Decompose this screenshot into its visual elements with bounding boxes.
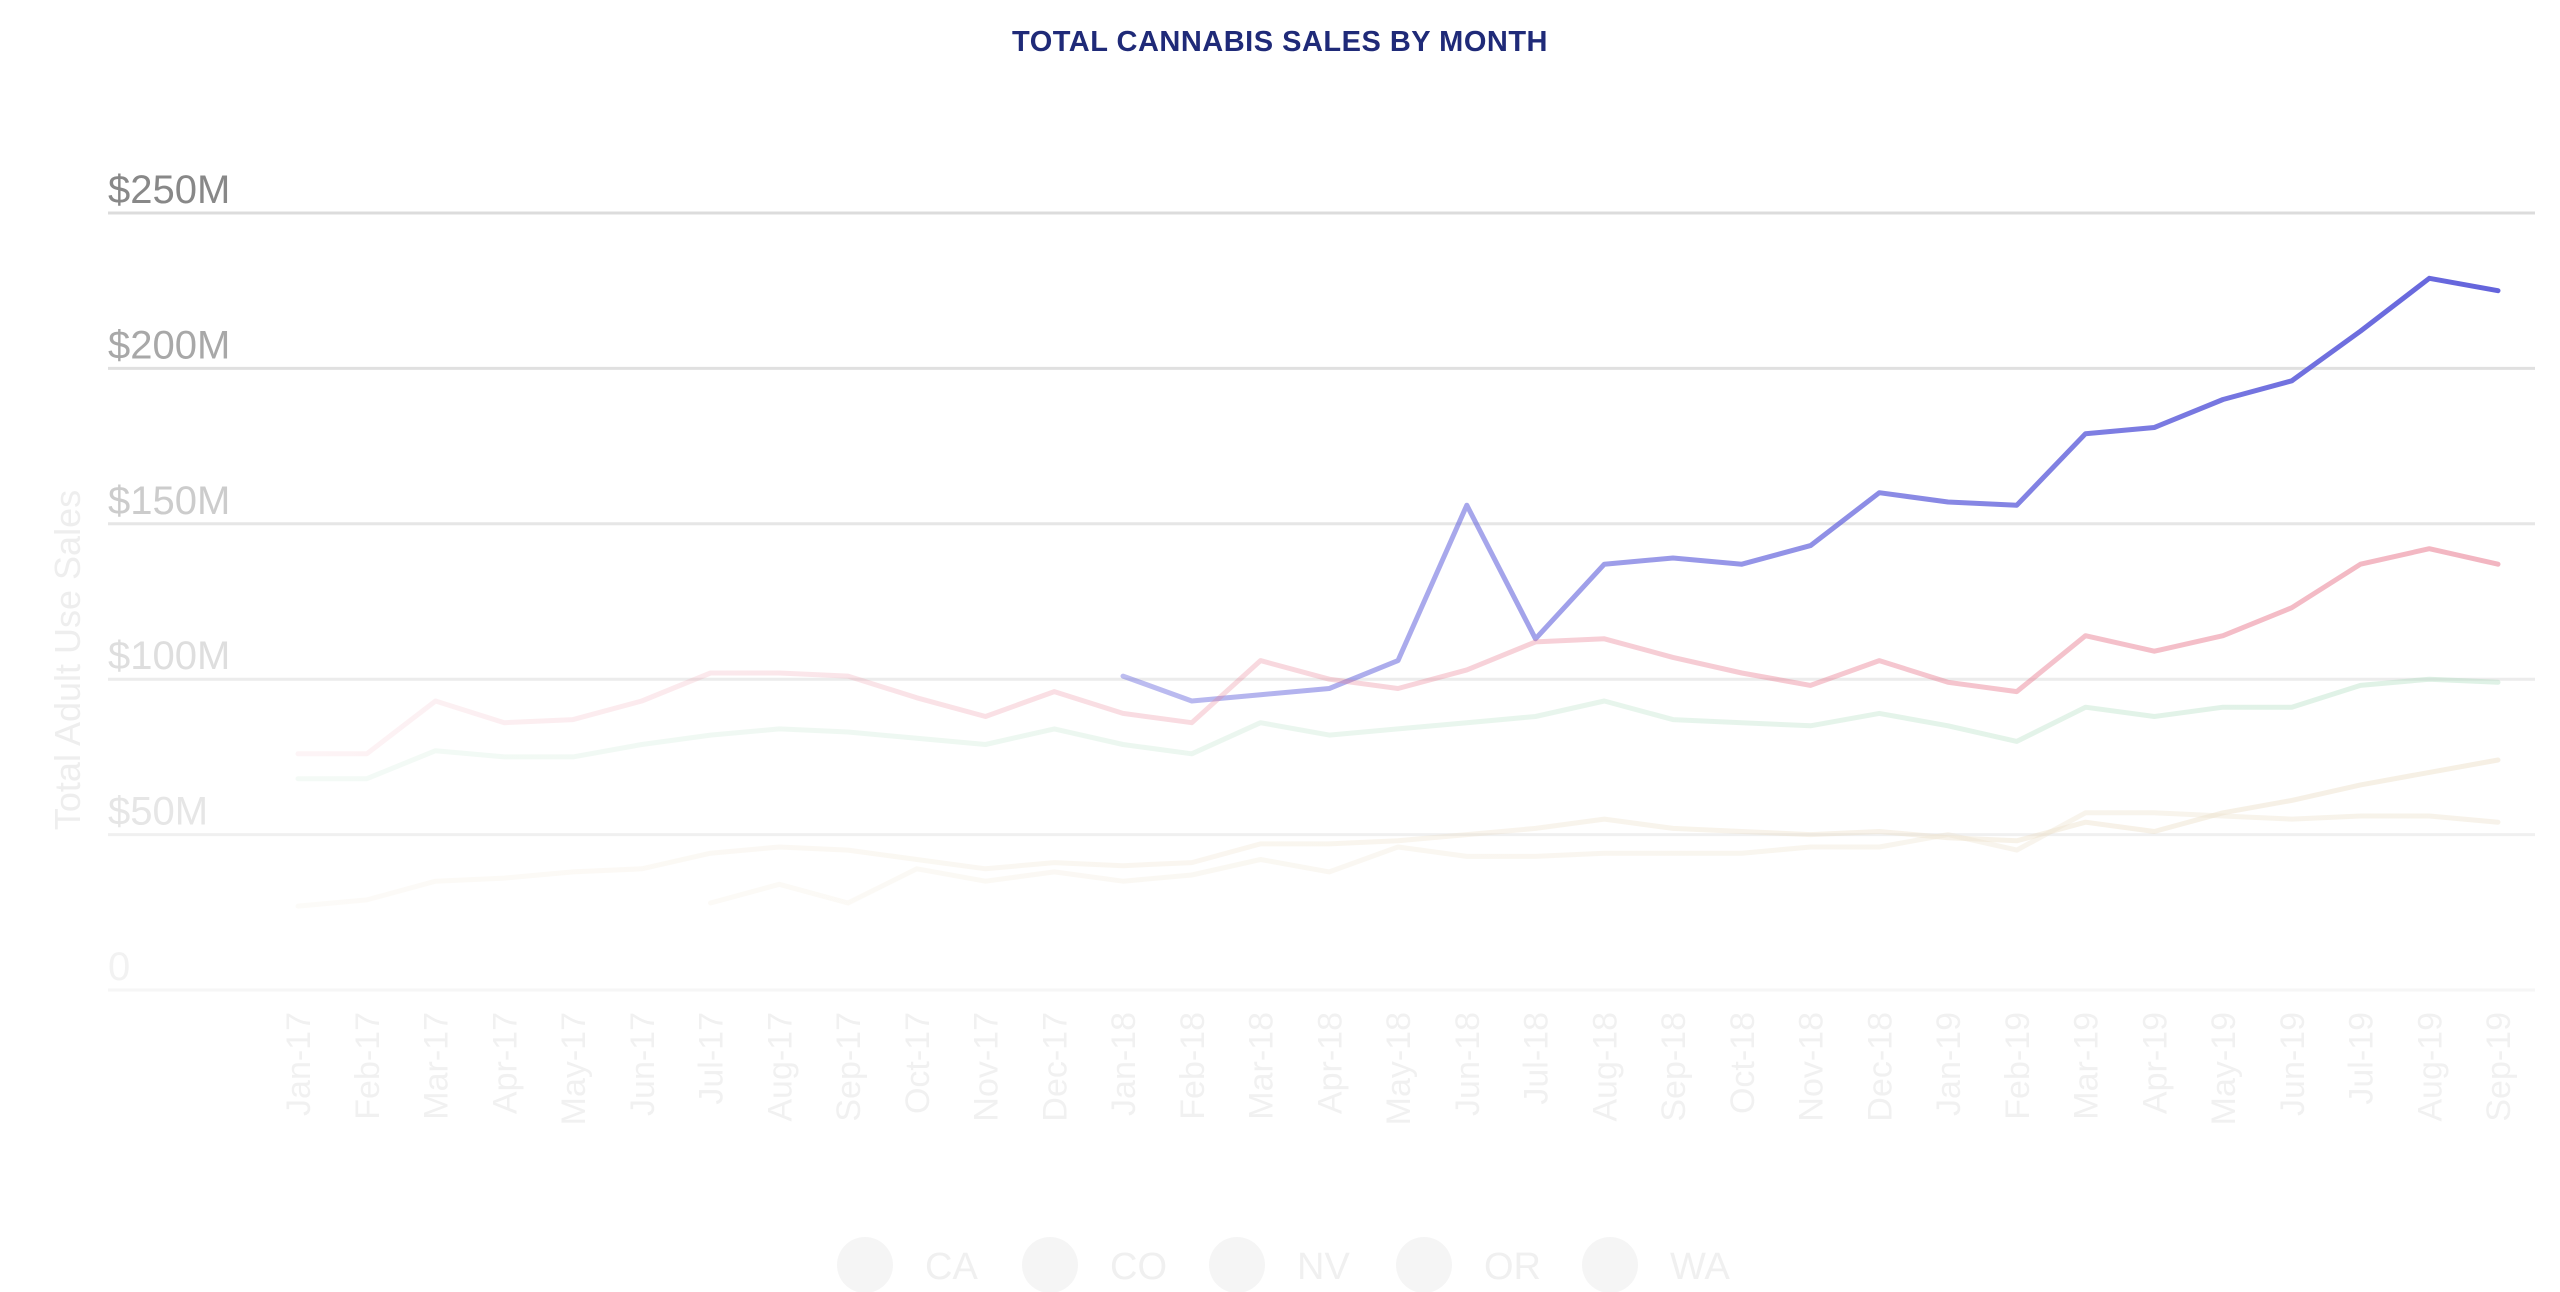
x-tick-label: Jan-18 bbox=[1105, 1012, 1143, 1116]
legend-label-co[interactable]: CO bbox=[1110, 1246, 1167, 1288]
legend-label-nv[interactable]: NV bbox=[1297, 1246, 1350, 1288]
x-tick-label: Aug-19 bbox=[2411, 1012, 2449, 1122]
x-tick-label: Jul-18 bbox=[1518, 1012, 1556, 1105]
x-tick-label: Oct-18 bbox=[1724, 1012, 1762, 1114]
x-tick-label: Jul-19 bbox=[2343, 1012, 2381, 1105]
legend-marker-or[interactable] bbox=[1396, 1237, 1452, 1292]
legend-label-ca[interactable]: CA bbox=[925, 1246, 978, 1288]
y-tick-label: $200M bbox=[108, 323, 230, 367]
x-tick-label: May-19 bbox=[2205, 1012, 2243, 1125]
x-tick-label: Jan-17 bbox=[280, 1012, 318, 1116]
legend-marker-ca[interactable] bbox=[837, 1237, 893, 1292]
x-tick-label: Mar-18 bbox=[1243, 1012, 1281, 1120]
series-line-co[interactable] bbox=[295, 546, 2501, 757]
x-tick-label: May-17 bbox=[555, 1012, 593, 1125]
x-tick-label: Apr-17 bbox=[486, 1012, 524, 1114]
x-axis-ticks: Jan-17 Feb-17 Mar-17 Apr-17 May-17 Jun-17 Jul-… bbox=[280, 1012, 2518, 1125]
x-tick-label: Jun-18 bbox=[1449, 1012, 1487, 1116]
x-tick-label: Apr-19 bbox=[2136, 1012, 2174, 1114]
y-tick-label: $50M bbox=[108, 790, 208, 834]
legend-marker-wa[interactable] bbox=[1582, 1237, 1638, 1292]
x-tick-label: Oct-17 bbox=[899, 1012, 937, 1114]
x-tick-label: Jun-17 bbox=[624, 1012, 662, 1116]
series-lines bbox=[295, 275, 2501, 909]
legend[interactable]: CA CO NV OR WA bbox=[837, 1237, 1730, 1292]
y-axis-label: Total Adult Use Sales bbox=[47, 490, 88, 830]
legend-marker-co[interactable] bbox=[1022, 1237, 1078, 1292]
x-tick-label: Jun-19 bbox=[2274, 1012, 2312, 1116]
x-tick-label: Aug-18 bbox=[1586, 1012, 1624, 1122]
x-tick-label: Feb-18 bbox=[1174, 1012, 1212, 1120]
x-tick-label: Jan-19 bbox=[1930, 1012, 1968, 1116]
x-tick-label: Jul-17 bbox=[693, 1012, 731, 1105]
x-tick-label: Sep-17 bbox=[830, 1012, 868, 1122]
x-tick-label: Mar-17 bbox=[418, 1012, 456, 1120]
x-tick-label: Sep-18 bbox=[1655, 1012, 1693, 1122]
x-tick-label: Nov-18 bbox=[1793, 1012, 1831, 1122]
x-tick-label: Nov-17 bbox=[968, 1012, 1006, 1122]
y-axis-ticks: 0 $50M $100M $150M $200M $250M bbox=[108, 168, 230, 989]
y-tick-label: $250M bbox=[108, 168, 230, 212]
x-tick-label: Dec-17 bbox=[1036, 1012, 1074, 1122]
x-tick-label: Feb-19 bbox=[1999, 1012, 2037, 1120]
x-tick-label: Apr-18 bbox=[1311, 1012, 1349, 1114]
y-tick-label: 0 bbox=[108, 945, 130, 989]
chart-title: TOTAL CANNABIS SALES BY MONTH bbox=[1012, 26, 1548, 58]
legend-marker-nv[interactable] bbox=[1209, 1237, 1265, 1292]
legend-label-or[interactable]: OR bbox=[1484, 1246, 1541, 1288]
series-line-nv[interactable] bbox=[295, 676, 2501, 782]
y-tick-label: $100M bbox=[108, 634, 230, 678]
x-tick-label: Sep-19 bbox=[2480, 1012, 2518, 1122]
gridlines bbox=[108, 211, 2535, 992]
series-line-wa[interactable] bbox=[708, 810, 2501, 906]
x-tick-label: Dec-18 bbox=[1861, 1012, 1899, 1122]
x-tick-label: Feb-17 bbox=[349, 1012, 387, 1120]
series-line-ca[interactable] bbox=[1120, 275, 2501, 704]
x-tick-label: Aug-17 bbox=[761, 1012, 799, 1122]
legend-label-wa[interactable]: WA bbox=[1670, 1246, 1730, 1288]
x-tick-label: May-18 bbox=[1380, 1012, 1418, 1125]
series-line-or[interactable] bbox=[295, 757, 2501, 909]
y-tick-label: $150M bbox=[108, 479, 230, 523]
x-tick-label: Mar-19 bbox=[2068, 1012, 2106, 1120]
